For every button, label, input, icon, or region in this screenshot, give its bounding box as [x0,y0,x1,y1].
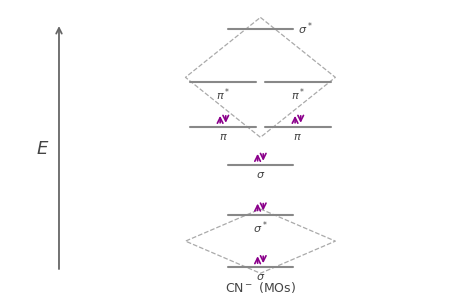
Text: $\pi^*$: $\pi^*$ [216,86,230,103]
Text: $\pi$: $\pi$ [293,132,302,142]
Text: E: E [37,140,48,158]
Text: CN$^-$ (MOs): CN$^-$ (MOs) [225,280,296,295]
Text: $\sigma$: $\sigma$ [256,272,265,283]
Text: $\sigma$: $\sigma$ [256,170,265,180]
Text: $\sigma^*$: $\sigma^*$ [298,20,312,37]
Text: $\sigma^*$: $\sigma^*$ [253,220,268,236]
Text: $\pi^*$: $\pi^*$ [291,86,305,103]
Text: $\pi$: $\pi$ [219,132,228,142]
